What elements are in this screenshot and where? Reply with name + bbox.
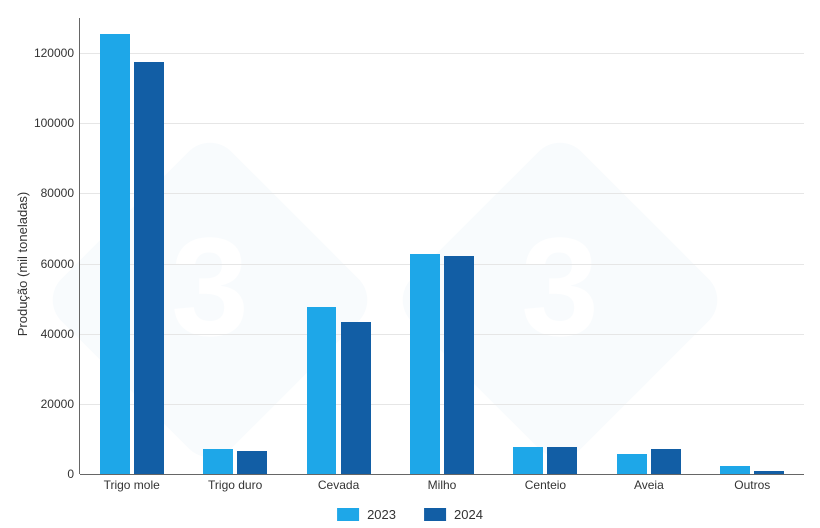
x-tick-label: Trigo duro: [208, 478, 262, 492]
legend: 2023 2024: [337, 507, 483, 522]
bar: [444, 256, 474, 474]
y-tick-label: 100000: [10, 116, 74, 130]
bar: [203, 449, 233, 474]
x-tick-label: Centeio: [525, 478, 566, 492]
y-tick-label: 120000: [10, 46, 74, 60]
bars-layer: [80, 18, 804, 474]
x-tick-label: Aveia: [634, 478, 664, 492]
x-axis-line: [80, 474, 804, 475]
bar: [754, 471, 784, 474]
chart-container: 3 3 Produção (mil toneladas) 02000040000…: [0, 0, 820, 528]
bar: [720, 466, 750, 474]
legend-item-2024: 2024: [424, 507, 483, 522]
bar: [100, 34, 130, 474]
bar: [410, 254, 440, 474]
bar: [341, 322, 371, 474]
bar: [547, 447, 577, 474]
bar: [617, 454, 647, 474]
plot-area: [80, 18, 804, 474]
x-tick-label: Trigo mole: [104, 478, 160, 492]
y-tick-label: 60000: [10, 257, 74, 271]
x-tick-label: Milho: [428, 478, 457, 492]
x-tick-label: Cevada: [318, 478, 359, 492]
legend-label-2023: 2023: [367, 507, 396, 522]
y-tick-label: 0: [10, 467, 74, 481]
bar: [651, 449, 681, 474]
legend-swatch-2023: [337, 508, 359, 521]
bar: [237, 451, 267, 474]
legend-item-2023: 2023: [337, 507, 396, 522]
legend-swatch-2024: [424, 508, 446, 521]
legend-label-2024: 2024: [454, 507, 483, 522]
bar: [134, 62, 164, 474]
y-tick-label: 80000: [10, 186, 74, 200]
bar: [513, 447, 543, 474]
y-tick-label: 20000: [10, 397, 74, 411]
x-tick-label: Outros: [734, 478, 770, 492]
y-tick-label: 40000: [10, 327, 74, 341]
bar: [307, 307, 337, 474]
